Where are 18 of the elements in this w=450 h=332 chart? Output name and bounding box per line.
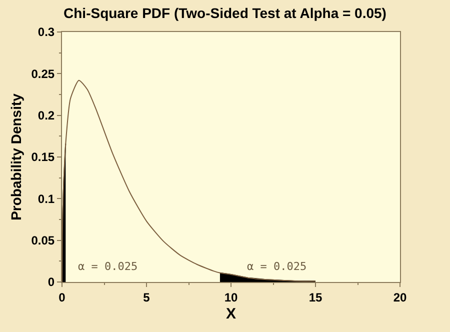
- y-tick-label: 0.2: [38, 108, 55, 123]
- y-tick-label: 0.15: [31, 150, 55, 164]
- chart-title: Chi-Square PDF (Two-Sided Test at Alpha = 0.05): [64, 5, 386, 22]
- annotation: α = 0.025: [78, 260, 138, 273]
- x-tick-label: 15: [308, 290, 322, 304]
- x-tick-label: 5: [143, 290, 150, 304]
- y-tick-label: 0.3: [38, 25, 55, 40]
- y-axis-title: Probability Density: [8, 93, 24, 220]
- y-tick-label: 0.05: [31, 234, 55, 248]
- y-tick-label: 0.1: [38, 192, 55, 206]
- y-tick-label: 0: [48, 275, 55, 290]
- x-tick-label: 0: [58, 290, 66, 304]
- x-tick-label: 10: [224, 290, 238, 304]
- annotation: α = 0.025: [247, 260, 307, 273]
- y-tick-label: 0.25: [31, 66, 55, 81]
- x-axis-title: X: [226, 305, 236, 322]
- line-series: [62, 80, 316, 282]
- x-tick-label: 20: [393, 290, 407, 304]
